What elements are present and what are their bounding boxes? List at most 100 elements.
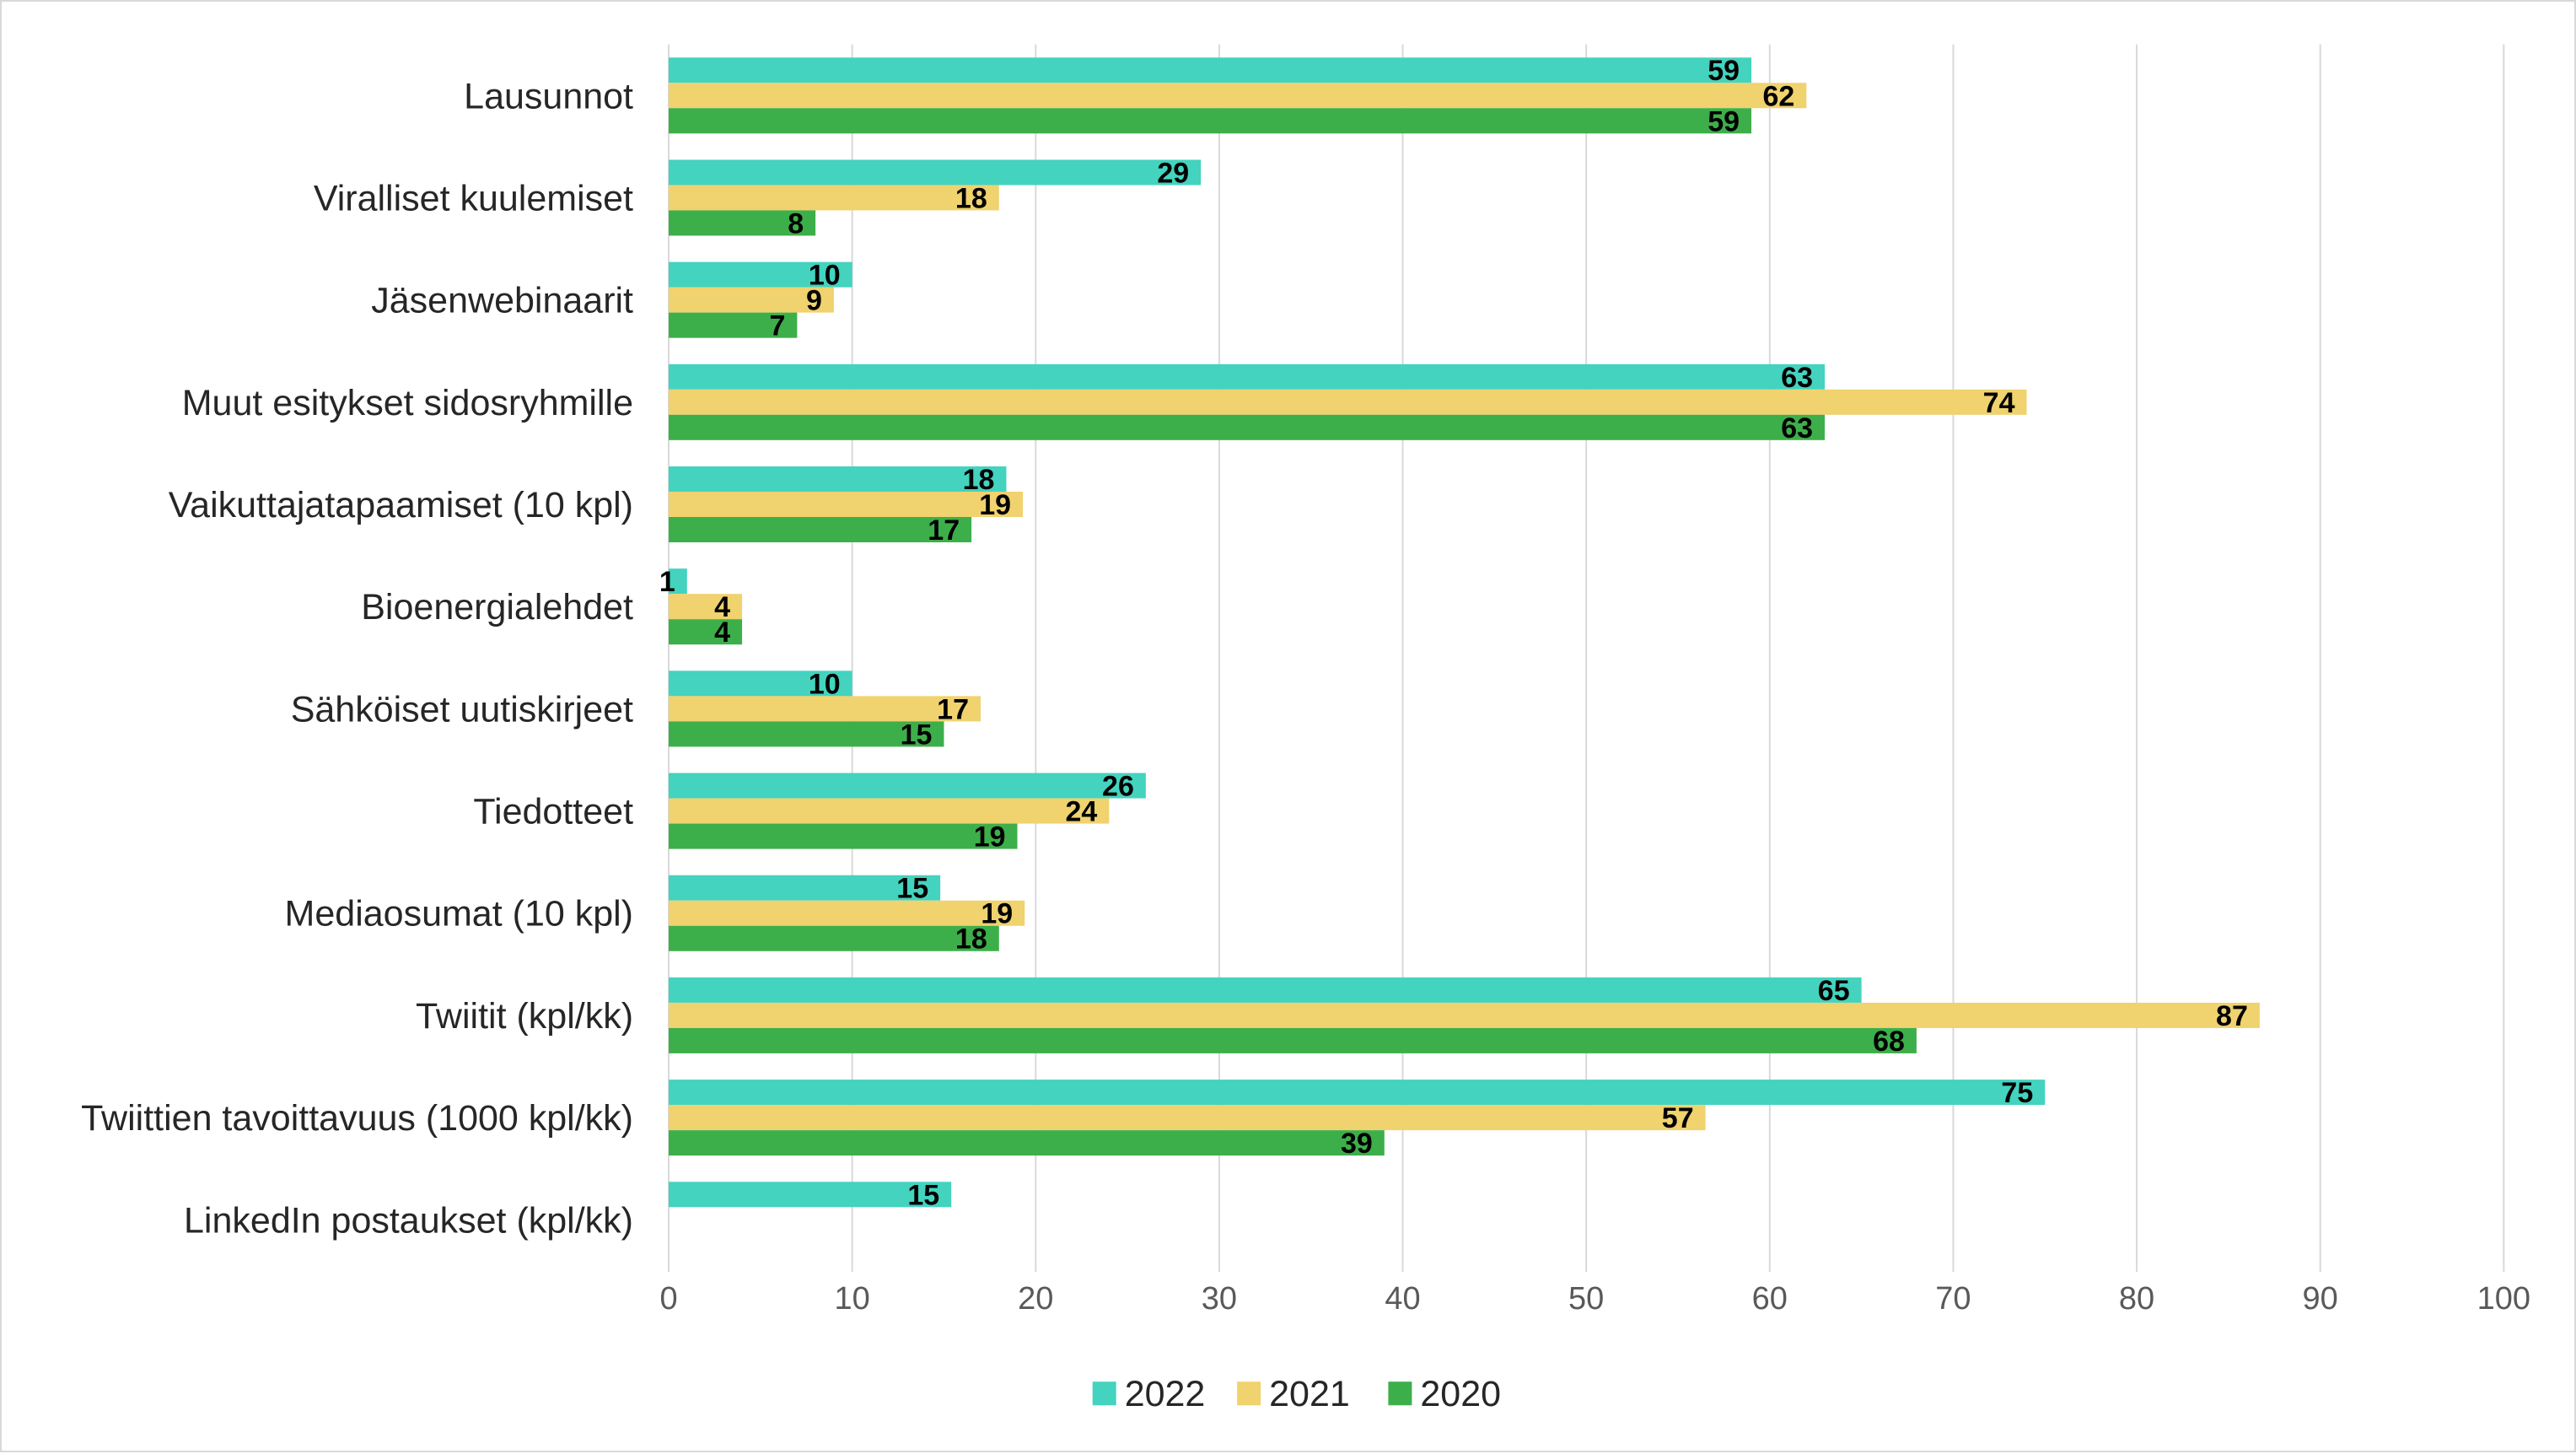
bar-2021: [669, 594, 743, 620]
category-label: Twiitit (kpl/kk): [416, 996, 633, 1037]
bar-2021: [669, 1002, 2260, 1028]
data-label: 17: [937, 693, 969, 725]
bar-2022: [669, 1080, 2046, 1106]
x-tick-label: 20: [1018, 1281, 1053, 1317]
bar-2020: [669, 1027, 1917, 1053]
data-label: 9: [806, 285, 822, 317]
bar-2020: [669, 721, 944, 747]
data-label: 15: [901, 719, 933, 751]
category-label: Viralliset kuulemiset: [314, 178, 633, 218]
legend-swatch-2022: [1092, 1381, 1116, 1406]
bar-2022: [669, 875, 941, 901]
data-label: 26: [1102, 771, 1134, 803]
data-label: 75: [2001, 1077, 2033, 1109]
data-label: 4: [714, 591, 730, 623]
legend: 2022 2021 2020: [1092, 1374, 1501, 1414]
bar-2021: [669, 900, 1025, 926]
bar-2022: [669, 466, 1007, 492]
bar-2022: [669, 159, 1202, 186]
data-label: 18: [955, 924, 987, 956]
category-label: Tiedotteet: [473, 792, 633, 832]
bar-2020: [669, 619, 743, 645]
data-label: 18: [955, 182, 987, 214]
data-label: 59: [1707, 55, 1740, 87]
data-label: 15: [896, 873, 928, 905]
bar-2022: [669, 1182, 952, 1208]
bar-2020: [669, 517, 972, 543]
data-label: 17: [928, 514, 960, 547]
data-label: 24: [1066, 796, 1098, 828]
data-label: 7: [769, 310, 785, 342]
data-label: 4: [714, 617, 730, 649]
legend-swatch-2020: [1388, 1381, 1412, 1406]
bar-2022: [669, 773, 1146, 799]
category-labels: Lausunnot Viralliset kuulemiset Jäsenwebin…: [81, 76, 633, 1241]
legend-label: 2021: [1269, 1374, 1350, 1414]
bar-2020: [669, 925, 999, 951]
data-label: 57: [1662, 1102, 1694, 1134]
x-tick-label: 50: [1568, 1281, 1604, 1317]
bar-2021: [669, 696, 981, 722]
data-label: 65: [1818, 975, 1850, 1007]
data-label: 63: [1781, 362, 1813, 394]
bar-2022: [669, 670, 852, 697]
data-label: 19: [974, 821, 1006, 854]
bar-2022: [669, 261, 852, 288]
bar-2021: [669, 491, 1024, 517]
x-tick-label: 40: [1385, 1281, 1420, 1317]
data-label: 8: [788, 207, 804, 240]
category-label: LinkedIn postaukset (kpl/kk): [184, 1200, 633, 1241]
data-label: 62: [1763, 80, 1795, 112]
bar-2021: [669, 83, 1807, 109]
data-label: 87: [2216, 1000, 2248, 1032]
bar-2021: [669, 287, 834, 313]
data-labels: 5962592918810976374631819171441017152624…: [659, 55, 2248, 1211]
data-label: 18: [963, 464, 995, 496]
bar-2020: [669, 1130, 1385, 1156]
category-label: Lausunnot: [464, 76, 633, 116]
data-label: 63: [1781, 412, 1813, 444]
legend-label: 2022: [1125, 1374, 1206, 1414]
data-label: 10: [809, 668, 841, 700]
category-label: Vaikuttajatapaamiset (10 kpl): [169, 485, 633, 525]
legend-label: 2020: [1420, 1374, 1501, 1414]
x-tick-label: 10: [835, 1281, 870, 1317]
bar-2020: [669, 108, 1752, 134]
bar-2021: [669, 1105, 1706, 1131]
data-label: 19: [981, 898, 1013, 930]
bar-2020: [669, 823, 1018, 849]
data-label: 59: [1707, 105, 1740, 137]
x-tick-label: 30: [1202, 1281, 1237, 1317]
data-label: 29: [1157, 157, 1189, 189]
data-label: 10: [809, 260, 841, 292]
bars: [669, 57, 2260, 1208]
category-label: Jäsenwebinaarit: [371, 281, 633, 321]
x-tick-label: 80: [2119, 1281, 2154, 1317]
bar-2021: [669, 798, 1110, 824]
bar-2021: [669, 185, 999, 211]
bar-2020: [669, 210, 816, 236]
data-label: 15: [907, 1179, 939, 1211]
bar-2022: [669, 568, 687, 595]
bar-2020: [669, 312, 798, 338]
x-tick-label: 100: [2477, 1281, 2530, 1317]
x-tick-label: 60: [1752, 1281, 1788, 1317]
bar-2022: [669, 977, 1862, 1003]
legend-swatch-2021: [1237, 1381, 1261, 1406]
x-tick-label: 70: [1935, 1281, 1971, 1317]
category-label: Mediaosumat (10 kpl): [285, 894, 633, 934]
category-label: Bioenergialehdet: [361, 587, 633, 627]
data-label: 39: [1341, 1128, 1373, 1160]
data-label: 68: [1873, 1026, 1905, 1058]
x-tick-label: 0: [659, 1281, 677, 1317]
bar-2021: [669, 389, 2027, 415]
bar-2020: [669, 414, 1826, 440]
data-label: 74: [1983, 387, 2015, 419]
gridlines: [668, 44, 2505, 1273]
bar-2022: [669, 57, 1752, 83]
x-tick-label: 90: [2303, 1281, 2338, 1317]
data-label: 1: [659, 566, 675, 598]
category-label: Twiittien tavoittavuus (1000 kpl/kk): [81, 1098, 633, 1139]
